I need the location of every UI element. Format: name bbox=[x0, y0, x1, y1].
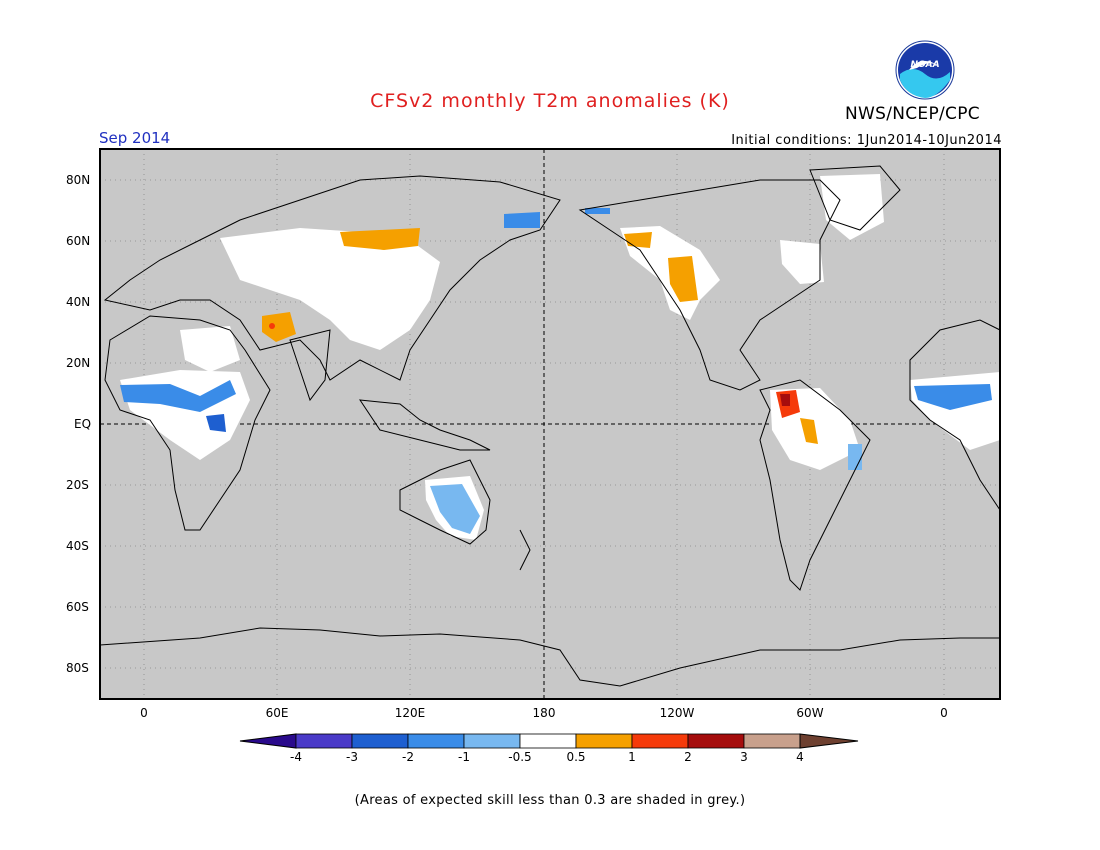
colorbar-label: -3 bbox=[346, 750, 358, 764]
svg-text:NOAA: NOAA bbox=[910, 60, 939, 70]
lat-label: 20N bbox=[66, 356, 91, 370]
lon-label: 0 bbox=[940, 706, 948, 720]
lat-label: 60N bbox=[66, 234, 91, 248]
noaa-logo-icon: NOAA bbox=[895, 40, 955, 100]
colorbar-label: -1 bbox=[458, 750, 470, 764]
skill-footnote: (Areas of expected skill less than 0.3 a… bbox=[354, 793, 746, 808]
colorbar-cell bbox=[463, 733, 521, 749]
colorbar-label: 3 bbox=[740, 750, 748, 764]
lon-label: 60W bbox=[796, 706, 824, 720]
colorbar-label: -4 bbox=[290, 750, 302, 764]
colorbar-arrow-right bbox=[799, 733, 859, 749]
lon-label: 0 bbox=[140, 706, 148, 720]
coastlines bbox=[99, 165, 1001, 687]
map-title: CFSv2 monthly T2m anomalies (K) bbox=[370, 90, 730, 112]
colorbar-cell bbox=[351, 733, 409, 749]
colorbar-label: -0.5 bbox=[508, 750, 532, 764]
colorbar-cell bbox=[407, 733, 465, 749]
lat-label: 80S bbox=[66, 661, 89, 675]
lat-label: EQ bbox=[74, 417, 92, 431]
map-frame bbox=[99, 148, 1001, 700]
colorbar-label: 0.5 bbox=[566, 750, 586, 764]
colorbar-label: -2 bbox=[402, 750, 414, 764]
lon-label: 120W bbox=[659, 706, 695, 720]
colorbar-arrow-left bbox=[239, 733, 297, 749]
colorbar-label: 1 bbox=[628, 750, 636, 764]
lon-label: 120E bbox=[394, 706, 426, 720]
lat-label: 20S bbox=[66, 478, 89, 492]
lon-label: 60E bbox=[265, 706, 289, 720]
lat-label: 80N bbox=[66, 173, 91, 187]
colorbar-cell bbox=[575, 733, 633, 749]
colorbar-cell bbox=[743, 733, 801, 749]
colorbar-cell bbox=[631, 733, 689, 749]
initial-conditions-label: Initial conditions: 1Jun2014-10Jun2014 bbox=[731, 133, 1002, 148]
valid-month-label: Sep 2014 bbox=[99, 129, 171, 147]
colorbar-cell bbox=[295, 733, 353, 749]
colorbar-cell bbox=[687, 733, 745, 749]
agency-label: NWS/NCEP/CPC bbox=[845, 104, 980, 124]
lon-label: 180 bbox=[532, 706, 556, 720]
colorbar-label: 2 bbox=[684, 750, 692, 764]
lat-label: 40S bbox=[66, 539, 89, 553]
colorbar-label: 4 bbox=[796, 750, 804, 764]
lat-label: 60S bbox=[66, 600, 89, 614]
lat-label: 40N bbox=[66, 295, 91, 309]
colorbar-cell bbox=[519, 733, 577, 749]
